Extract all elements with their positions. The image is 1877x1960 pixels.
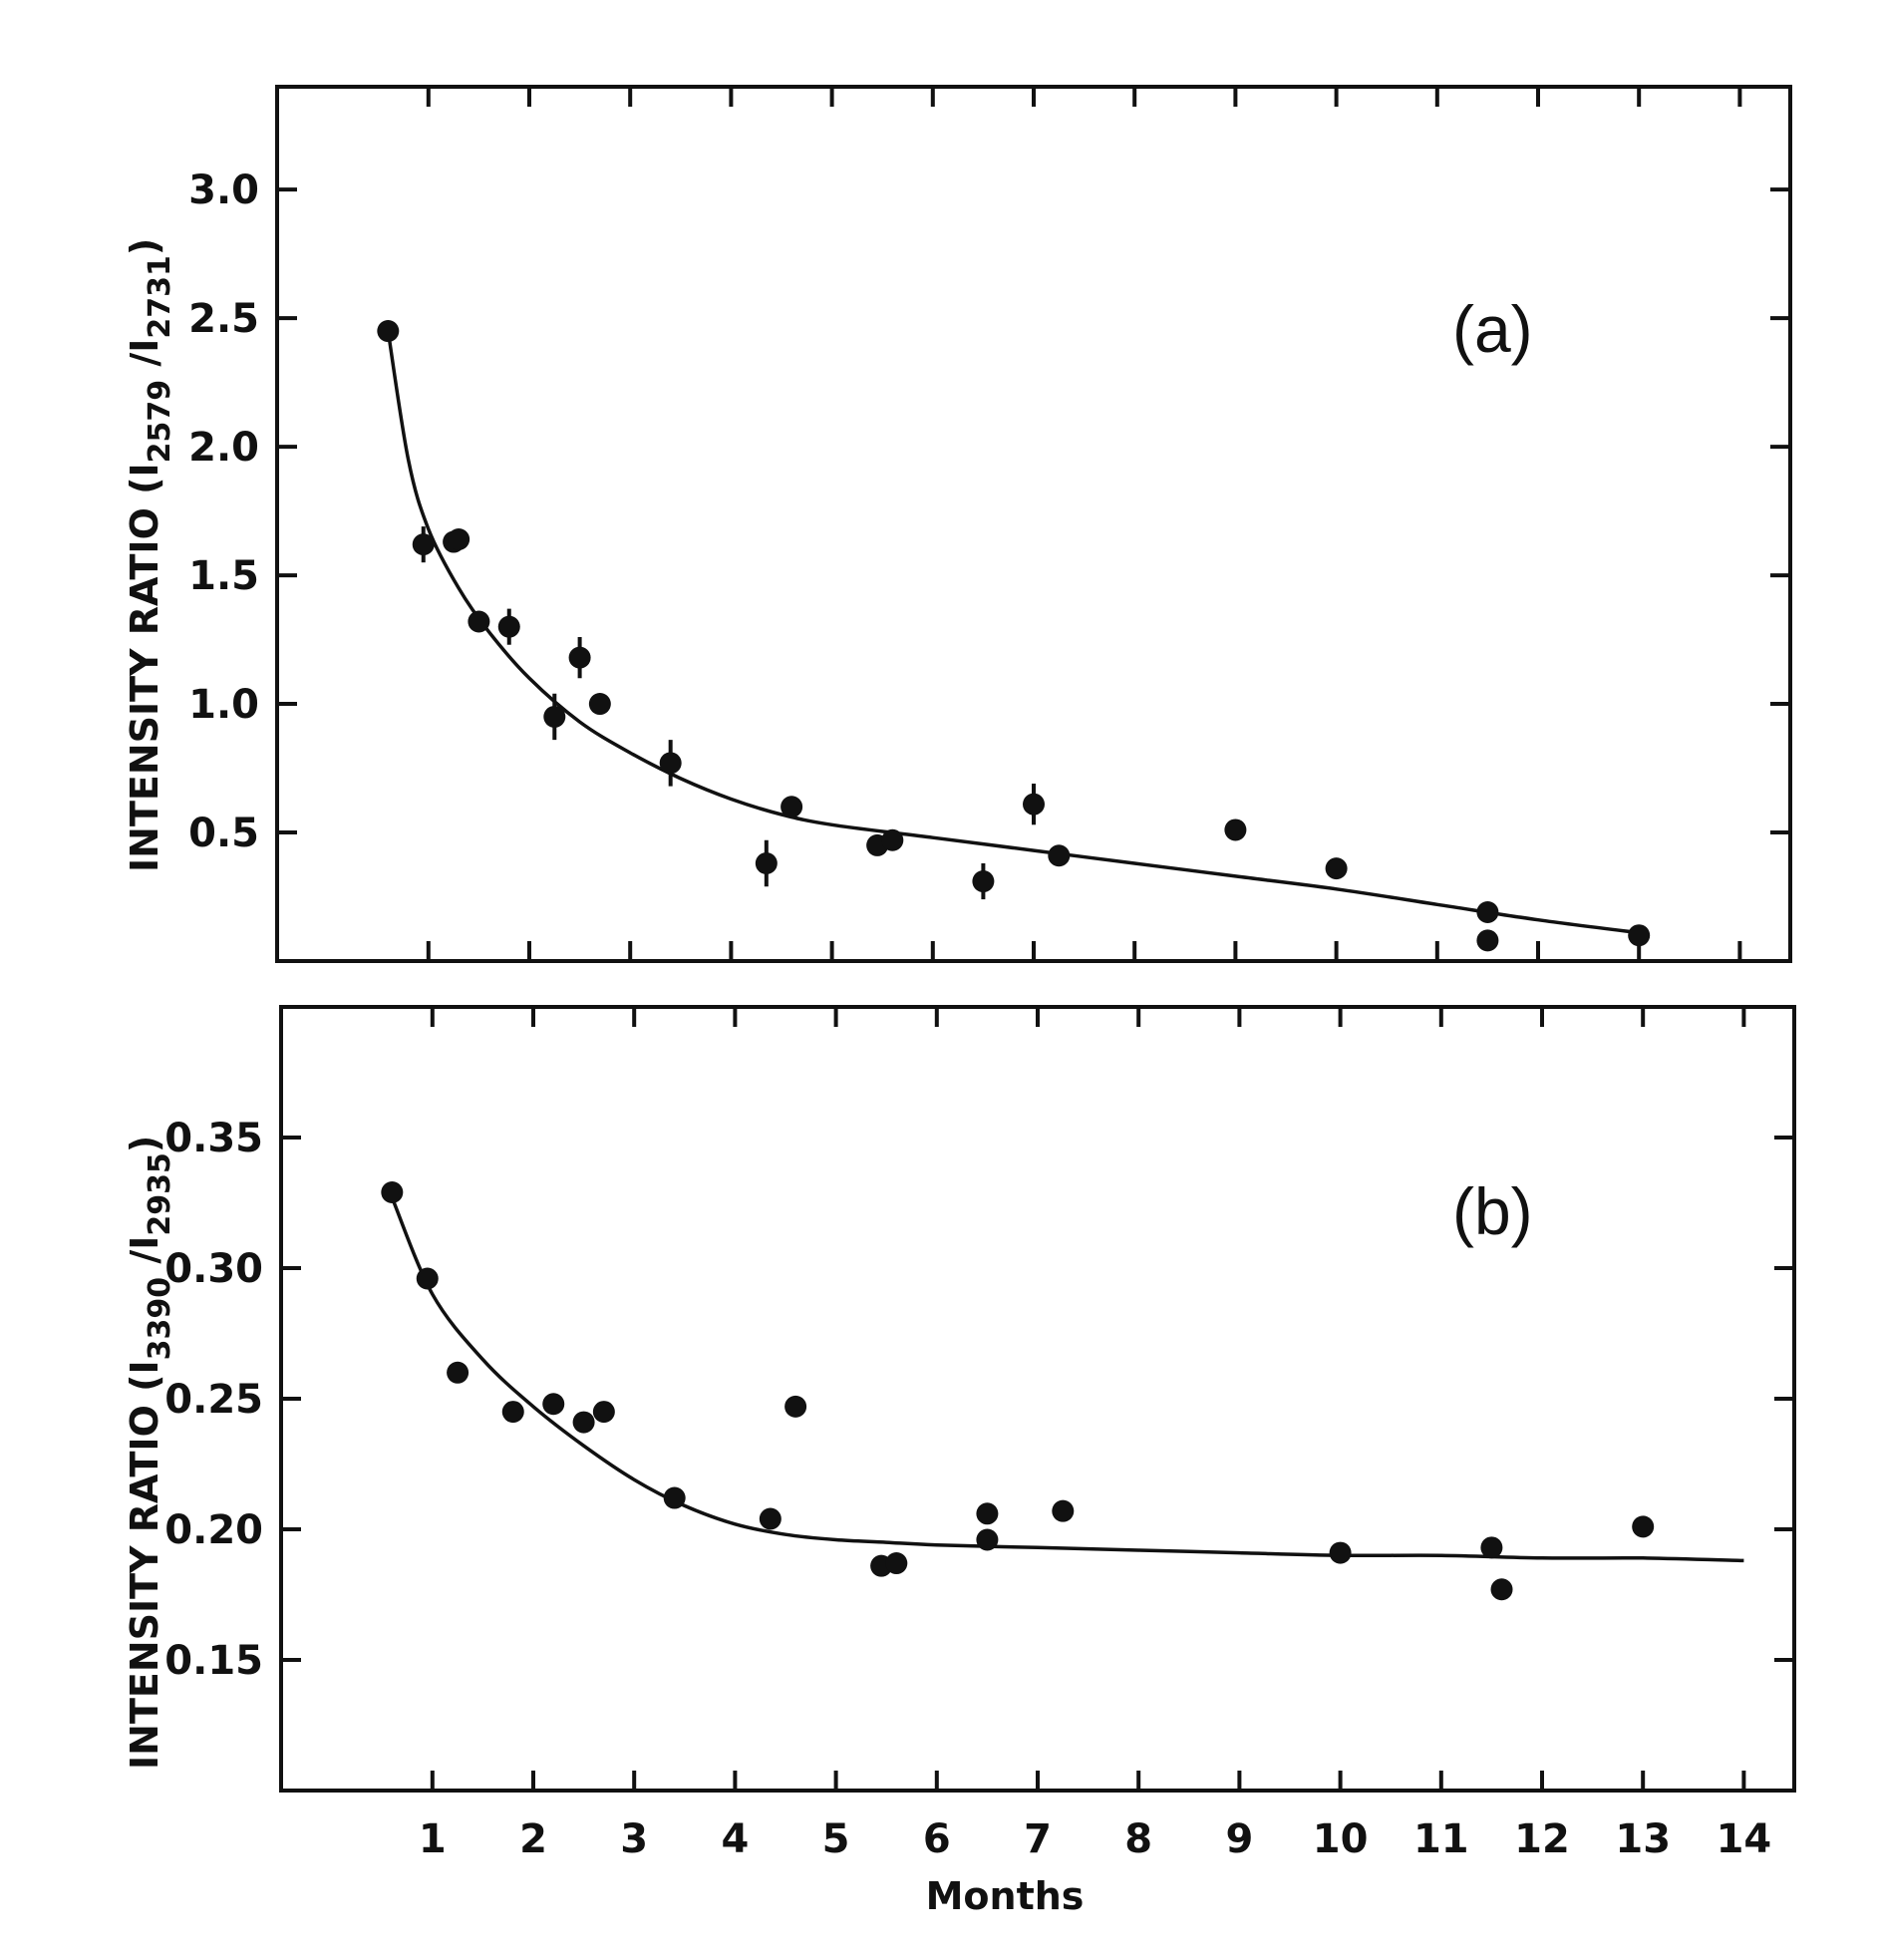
panel-a-ylabel-main: INTENSITY RATIO (I xyxy=(123,463,166,872)
data-point xyxy=(1490,1578,1513,1601)
y-tick-label: 1.5 xyxy=(188,553,259,599)
x-tick-label: 5 xyxy=(822,1816,850,1862)
y-tick-label: 0.30 xyxy=(164,1246,263,1292)
data-point xyxy=(468,610,490,633)
data-point xyxy=(1329,1541,1352,1564)
data-point xyxy=(542,1393,565,1416)
data-point xyxy=(412,533,435,556)
x-tick-label: 13 xyxy=(1615,1816,1671,1862)
data-point xyxy=(572,1411,595,1434)
x-tick-label: 14 xyxy=(1717,1816,1772,1862)
data-point xyxy=(759,1507,782,1530)
data-point xyxy=(976,1528,999,1551)
x-axis-title: Months xyxy=(926,1874,1085,1918)
panel-b-ylabel-mid: /I xyxy=(123,1236,166,1277)
data-point xyxy=(447,1361,469,1384)
data-point xyxy=(1325,857,1348,880)
panel-a-points xyxy=(377,320,1651,952)
y-tick-label: 0.5 xyxy=(188,811,259,856)
data-point xyxy=(1052,1499,1075,1522)
x-tick-label: 3 xyxy=(620,1816,648,1862)
data-point xyxy=(377,320,400,343)
panel-b-ytick-labels: 0.15 0.20 0.25 0.30 0.35 xyxy=(164,1116,263,1684)
panel-b-label: (b) xyxy=(1452,1174,1533,1248)
x-tick-label: 9 xyxy=(1225,1816,1253,1862)
panel-b-points xyxy=(381,1181,1655,1601)
panel-a-ylabel-sub2: 2731 xyxy=(143,255,177,339)
data-point xyxy=(592,1401,615,1424)
x-tick-label: 12 xyxy=(1514,1816,1570,1862)
panel-b-xtick-labels: 1 2 3 4 5 6 7 8 9 10 11 12 13 14 xyxy=(419,1816,1771,1862)
panel-b-fit-curve xyxy=(390,1196,1744,1563)
x-tick-label: 1 xyxy=(419,1816,447,1862)
panel-b-ylabel-sub1: 3390 xyxy=(143,1277,177,1361)
y-tick-label: 2.0 xyxy=(188,425,259,471)
panel-a-fit-curve xyxy=(386,330,1640,935)
y-tick-label: 2.5 xyxy=(188,296,259,342)
y-tick-label: 0.25 xyxy=(164,1377,263,1423)
panel-a: 0.5 1.0 1.5 2.0 2.5 3.0 (a) INTENSITY RATIO (… xyxy=(123,85,1792,963)
panel-b-ylabel: INTENSITY RATIO (I3390 /I2935) xyxy=(123,1136,177,1770)
data-point xyxy=(976,1502,999,1525)
data-point xyxy=(1476,900,1499,923)
data-point xyxy=(1476,929,1499,952)
data-point xyxy=(1480,1536,1503,1559)
panel-b-ylabel-main: INTENSITY RATIO (I xyxy=(123,1360,166,1770)
x-tick-label: 7 xyxy=(1024,1816,1052,1862)
panel-b-frame xyxy=(279,1005,1796,1793)
panel-b-ticks xyxy=(281,1007,1794,1791)
x-tick-label: 10 xyxy=(1313,1816,1369,1862)
data-point xyxy=(972,870,995,893)
data-point xyxy=(885,1552,908,1575)
data-point xyxy=(1048,844,1071,867)
panel-a-ytick-labels: 0.5 1.0 1.5 2.0 2.5 3.0 xyxy=(188,167,259,856)
y-tick-label: 1.0 xyxy=(188,682,259,728)
panel-a-ylabel-end: ) xyxy=(123,238,166,255)
y-tick-label: 0.20 xyxy=(164,1507,263,1553)
x-tick-label: 8 xyxy=(1124,1816,1152,1862)
x-tick-label: 2 xyxy=(519,1816,547,1862)
panel-a-ylabel-mid: /I xyxy=(123,339,166,380)
y-tick-label: 0.35 xyxy=(164,1116,263,1161)
data-point xyxy=(1023,793,1045,816)
data-point xyxy=(659,752,682,775)
data-point xyxy=(381,1181,404,1204)
x-tick-label: 11 xyxy=(1413,1816,1469,1862)
data-point xyxy=(448,527,470,550)
panel-b-ylabel-sub2: 2935 xyxy=(143,1152,177,1236)
data-point xyxy=(416,1267,439,1290)
x-tick-label: 4 xyxy=(721,1816,749,1862)
y-tick-label: 0.15 xyxy=(164,1638,263,1684)
panel-a-label: (a) xyxy=(1452,292,1533,366)
data-point xyxy=(663,1486,686,1509)
panel-a-frame xyxy=(275,85,1792,963)
data-point xyxy=(1224,818,1247,841)
data-point xyxy=(543,705,566,728)
panel-a-ticks xyxy=(277,87,1790,961)
panel-a-ylabel-sub1: 2579 xyxy=(143,380,177,464)
data-point xyxy=(781,796,803,818)
panel-b-ylabel-end: ) xyxy=(123,1136,166,1152)
panel-a-ylabel: INTENSITY RATIO (I2579 /I2731) xyxy=(123,238,177,872)
data-point xyxy=(588,693,611,716)
data-point xyxy=(497,615,520,638)
data-point xyxy=(755,851,778,874)
data-point xyxy=(784,1395,807,1418)
data-point xyxy=(568,646,591,669)
data-point xyxy=(1628,924,1651,947)
data-point xyxy=(881,828,904,851)
x-tick-label: 6 xyxy=(923,1816,951,1862)
y-tick-label: 3.0 xyxy=(188,167,259,213)
data-point xyxy=(1632,1515,1655,1538)
data-point xyxy=(501,1401,524,1424)
panel-b: 0.150.200.250.300.35 1 2 3 4 5 6 7 8 9 10 11 12 13 14… xyxy=(123,1005,1796,1918)
